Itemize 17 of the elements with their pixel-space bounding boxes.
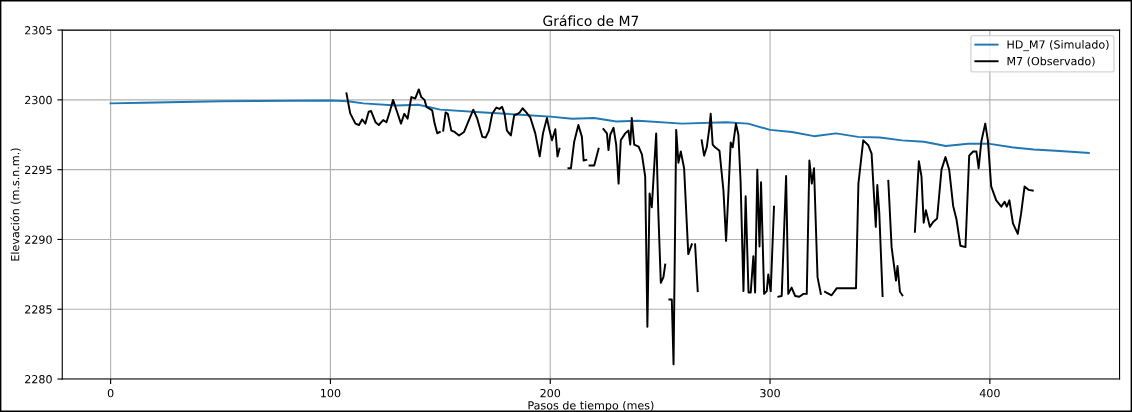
- chart-title: Gráfico de M7: [543, 14, 639, 27]
- x-tick-label: 400: [979, 388, 1000, 398]
- legend-label: HD_M7 (Simulado): [1007, 40, 1109, 52]
- line-series: [109, 99, 1090, 154]
- y-tick-label: 2290: [25, 235, 52, 244]
- x-axis-title: Pasos de tiempo (mes): [528, 400, 654, 412]
- y-axis-title: Elevación (m.s.n.m.): [10, 148, 21, 261]
- x-tick-label: 100: [321, 388, 341, 398]
- x-tick-label: 300: [760, 388, 780, 398]
- y-tick-label: 2300: [25, 95, 52, 105]
- y-tick-label: 2295: [25, 165, 52, 175]
- x-tick-label: 200: [540, 388, 561, 398]
- legend-label: M7 (Observado): [1007, 56, 1095, 67]
- y-tick-label: 2280: [25, 375, 52, 384]
- x-tick-label: 0: [107, 388, 114, 398]
- y-tick-label: 2305: [25, 26, 52, 35]
- y-tick-label: 2285: [25, 305, 52, 314]
